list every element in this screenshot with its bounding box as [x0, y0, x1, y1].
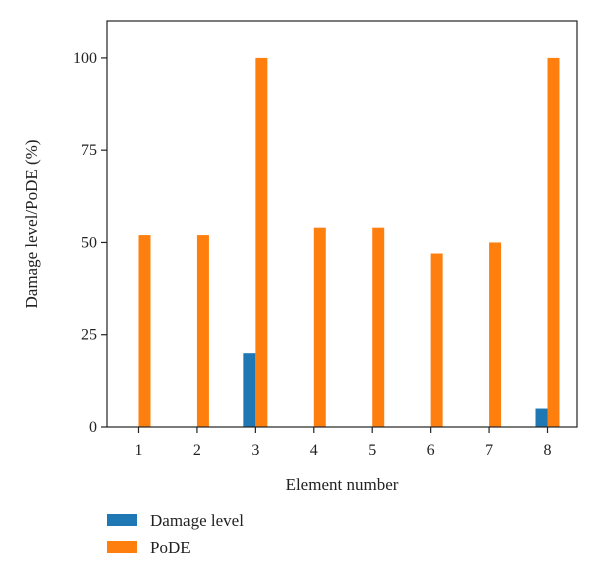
bar-pode-4 — [313, 227, 326, 427]
x-axis-ticks: 1 2 3 4 5 6 7 8 — [135, 427, 552, 459]
bar-damage-level-3 — [243, 353, 256, 427]
y-axis-ticks: 0 25 50 75 100 — [73, 50, 107, 436]
x-tick-label: 1 — [135, 442, 143, 459]
bar-damage-level-8 — [535, 408, 548, 427]
legend: Damage level PoDE — [107, 511, 244, 557]
x-tick-label: 7 — [485, 442, 493, 459]
bar-pode-6 — [430, 253, 443, 427]
plot-frame — [106, 20, 578, 428]
bar-pode-1 — [138, 235, 151, 427]
y-tick-label: 75 — [81, 142, 97, 159]
legend-label: PoDE — [150, 538, 191, 557]
bar-pode-7 — [489, 242, 502, 427]
x-tick-label: 5 — [368, 442, 376, 459]
y-tick-label: 25 — [81, 327, 97, 344]
legend-swatch — [107, 514, 137, 526]
x-axis-label: Element number — [286, 475, 399, 494]
bar-pode-5 — [372, 227, 385, 427]
y-axis-label: Damage level/PoDE (%) — [22, 140, 41, 309]
x-tick-label: 8 — [544, 442, 552, 459]
x-tick-label: 2 — [193, 442, 201, 459]
y-tick-label: 50 — [81, 234, 97, 251]
bar-pode-2 — [196, 235, 209, 427]
x-tick-label: 6 — [427, 442, 435, 459]
legend-label: Damage level — [150, 511, 244, 530]
x-tick-label: 3 — [251, 442, 259, 459]
bar-pode-3 — [255, 57, 268, 428]
y-tick-label: 100 — [73, 50, 97, 67]
legend-swatch — [107, 541, 137, 553]
y-tick-label: 0 — [89, 419, 97, 436]
bar-pode-8 — [547, 57, 560, 428]
bars — [138, 57, 560, 428]
x-tick-label: 4 — [310, 442, 318, 459]
